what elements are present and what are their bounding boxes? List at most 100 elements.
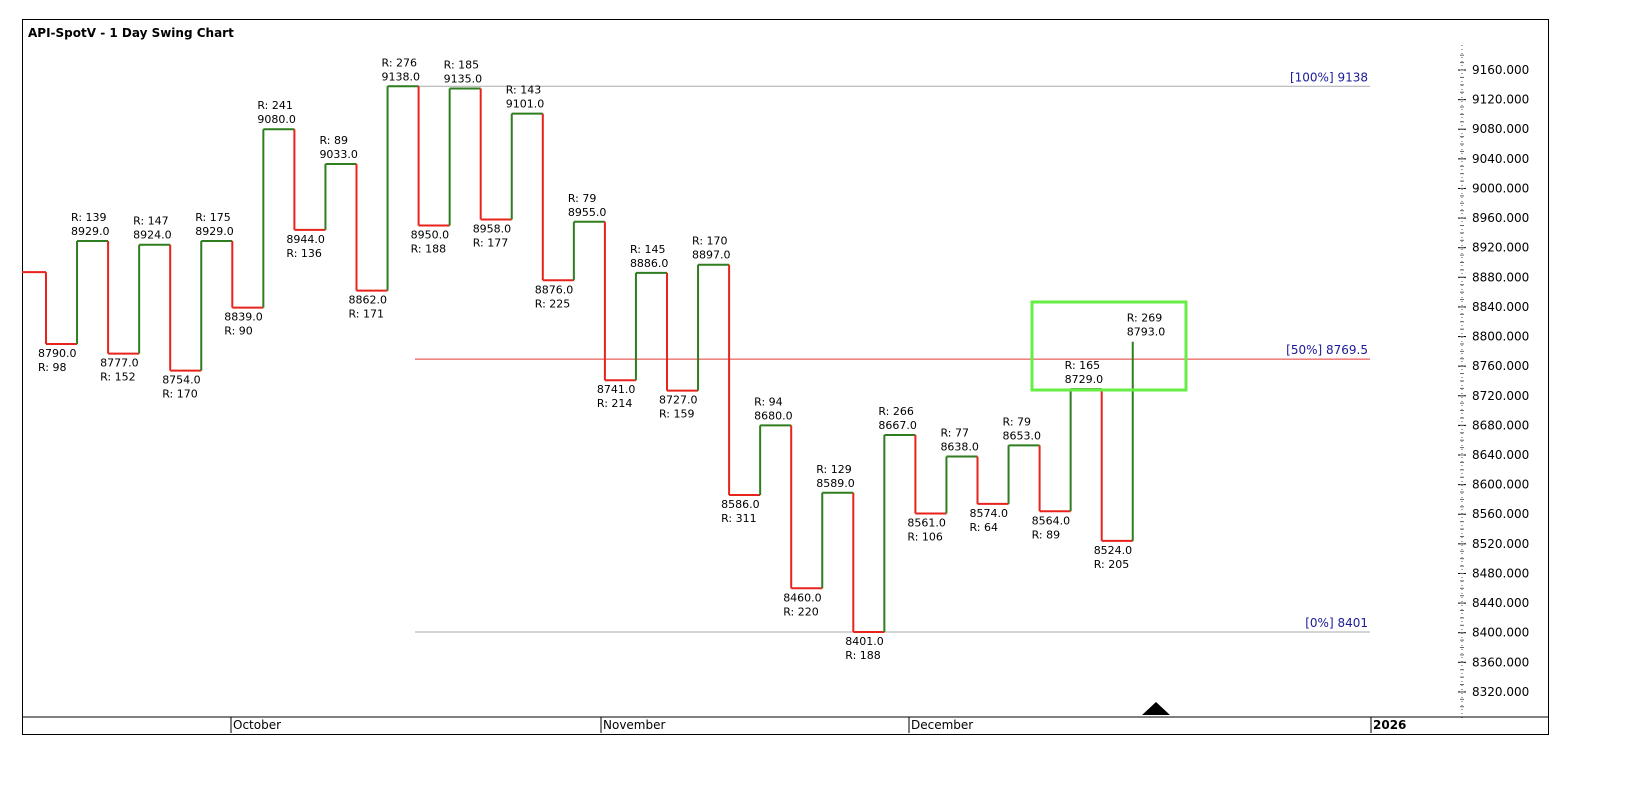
level-label: [50%] 8769.5: [1286, 343, 1368, 357]
swing-price-label: 8929.0: [71, 225, 110, 238]
swing-range-label: R: 159: [659, 408, 695, 421]
y-tick-label: 9000.000: [1472, 181, 1529, 195]
swing-price-label: 9138.0: [382, 70, 421, 83]
level-label: [100%] 9138: [1290, 70, 1368, 84]
time-marker-triangle: [1142, 702, 1170, 715]
x-axis: October November December 2026: [22, 702, 1549, 733]
swing-price-label: 8958.0: [473, 223, 512, 236]
swing-range-label: R: 136: [286, 247, 322, 260]
swing-range-label: R: 205: [1094, 558, 1130, 571]
swing-price-label: 8793.0: [1127, 326, 1166, 339]
x-tick-label: 2026: [1373, 718, 1406, 732]
swing-range-label: R: 106: [907, 530, 943, 543]
swing-range-label: R: 170: [692, 235, 728, 248]
swing-price-label: 9080.0: [257, 113, 296, 126]
swing-range-label: R: 188: [845, 649, 881, 662]
swing-price-label: 8524.0: [1094, 544, 1133, 557]
swing-range-label: R: 188: [411, 242, 447, 255]
swing-price-label: 8950.0: [411, 228, 450, 241]
y-tick-label: 8640.000: [1472, 448, 1529, 462]
y-tick-label: 8840.000: [1472, 300, 1529, 314]
swing-range-label: R: 89: [1032, 528, 1061, 541]
y-tick-label: 8480.000: [1472, 566, 1529, 580]
swing-price-label: 8460.0: [783, 591, 822, 604]
swing-series: [22, 85, 1134, 633]
swing-range-label: R: 241: [257, 99, 293, 112]
x-tick-label: December: [911, 718, 973, 732]
swing-range-label: R: 170: [162, 388, 198, 401]
swing-price-label: 9135.0: [444, 73, 483, 86]
highlight-box: [1030, 300, 1188, 392]
swing-range-label: R: 145: [630, 243, 666, 256]
y-tick-label: 9080.000: [1472, 122, 1529, 136]
swing-range-label: R: 143: [506, 84, 542, 97]
swing-range-label: R: 269: [1127, 312, 1163, 325]
swing-range-label: R: 214: [597, 397, 633, 410]
swing-price-label: 9101.0: [506, 98, 545, 111]
swing-price-label: 8564.0: [1032, 514, 1071, 527]
swing-price-label: 8561.0: [907, 516, 946, 529]
swing-range-label: R: 311: [721, 512, 757, 525]
y-tick-label: 8720.000: [1472, 389, 1529, 403]
x-tick-label: October: [233, 718, 281, 732]
swing-price-label: 8924.0: [133, 229, 172, 242]
swing-price-label: 8653.0: [1003, 429, 1042, 442]
y-tick-label: 9120.000: [1472, 93, 1529, 107]
swing-range-label: R: 165: [1065, 359, 1101, 372]
swing-price-label: 8886.0: [630, 257, 669, 270]
y-tick-label: 8560.000: [1472, 507, 1529, 521]
level-label: [0%] 8401: [1305, 616, 1368, 630]
swing-price-label: 8729.0: [1065, 373, 1104, 386]
swing-price-label: 8839.0: [224, 311, 262, 324]
y-tick-label: 8880.000: [1472, 270, 1529, 284]
swing-price-label: 8944.0: [286, 233, 325, 246]
swing-range-label: R: 77: [940, 426, 969, 439]
swing-price-label: 8897.0: [692, 249, 731, 262]
y-tick-label: 9160.000: [1472, 63, 1529, 77]
swing-range-label: R: 129: [816, 463, 852, 476]
swing-range-label: R: 89: [319, 134, 348, 147]
swing-range-label: R: 152: [100, 371, 136, 384]
swing-range-label: R: 79: [1003, 415, 1032, 428]
y-tick-label: 8760.000: [1472, 359, 1529, 373]
swing-range-label: R: 90: [224, 325, 253, 338]
swing-price-label: 8777.0: [100, 357, 139, 370]
swing-price-label: 8741.0: [597, 383, 636, 396]
swing-price-label: 8574.0: [970, 507, 1009, 520]
swing-price-label: 8638.0: [940, 440, 979, 453]
swing-price-label: 8667.0: [878, 419, 917, 432]
swing-range-label: R: 220: [783, 605, 819, 618]
y-tick-label: 8920.000: [1472, 241, 1529, 255]
y-tick-label: 8360.000: [1472, 655, 1529, 669]
swing-range-label: R: 177: [473, 237, 509, 250]
swing-price-label: 8929.0: [195, 225, 234, 238]
swing-range-label: R: 266: [878, 405, 914, 418]
y-tick-label: 9040.000: [1472, 152, 1529, 166]
y-tick-label: 8600.000: [1472, 478, 1529, 492]
y-tick-label: 8520.000: [1472, 537, 1529, 551]
swing-range-label: R: 64: [970, 521, 999, 534]
swing-price-label: 8589.0: [816, 477, 855, 490]
swing-price-label: 9033.0: [319, 148, 358, 161]
swing-price-label: 8754.0: [162, 374, 201, 387]
swing-price-label: 8955.0: [568, 206, 607, 219]
y-tick-label: 8320.000: [1472, 685, 1529, 699]
y-tick-label: 8400.000: [1472, 626, 1529, 640]
swing-range-label: R: 79: [568, 192, 597, 205]
overlay: [1030, 300, 1188, 392]
swing-range-label: R: 225: [535, 297, 571, 310]
swing-range-label: R: 276: [382, 56, 418, 69]
chart-frame: [22, 19, 1549, 735]
y-tick-label: 8960.000: [1472, 211, 1529, 225]
y-tick-label: 8800.000: [1472, 330, 1529, 344]
swing-range-label: R: 139: [71, 211, 107, 224]
swing-range-label: R: 185: [444, 59, 480, 72]
retracement-levels: [100%] 9138 [50%] 8769.5 [0%] 8401: [415, 70, 1370, 633]
swing-price-label: 8862.0: [349, 294, 388, 307]
swing-range-label: R: 171: [349, 308, 385, 321]
y-tick-label: 8440.000: [1472, 596, 1529, 610]
swing-price-label: 8680.0: [754, 409, 793, 422]
y-tick-label: 8680.000: [1472, 418, 1529, 432]
